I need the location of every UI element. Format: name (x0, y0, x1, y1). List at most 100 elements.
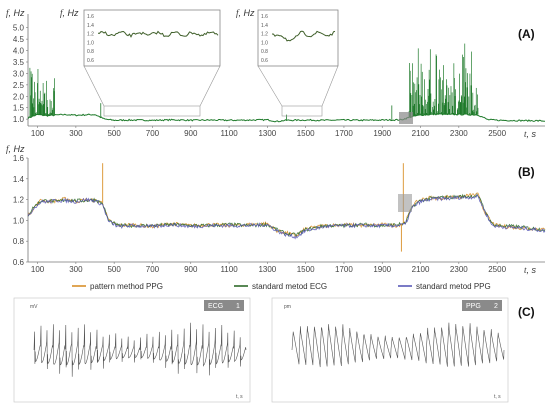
panel-a-xtick-label: 700 (146, 129, 160, 138)
panel-a-xtick-label: 900 (184, 129, 198, 138)
panel-b-xtick-label: 1300 (258, 265, 276, 274)
panel-a-ytick-label: 2.5 (13, 81, 25, 90)
inset-1-ytick-label: 1.4 (87, 23, 94, 29)
panel-b-xtick-label: 1100 (220, 265, 238, 274)
legend-label: pattern method PPG (90, 282, 163, 291)
subplot-ppg-xlabel: t, s (494, 394, 501, 400)
inset-1-ytick-label: 0.6 (87, 58, 94, 64)
panel-a-ytick-label: 3.5 (13, 58, 25, 67)
ppg-badge (462, 300, 502, 311)
panel-c-label: (C) (518, 305, 535, 319)
ppg-trace (291, 322, 505, 368)
zoom-marker-b2 (398, 194, 412, 212)
inset-1-ylabel: f, Hz (60, 8, 79, 18)
panel-a-ylabel: f, Hz (6, 8, 25, 18)
inset-1-connector-right (199, 65, 221, 107)
panel-a: f, Hz t, s (A) 1.0 1.5 2.0 2.5 3.0 3.5 4.0 4.5 5… (6, 8, 546, 139)
subplot-ppg-ylabel: pm (284, 304, 291, 310)
panel-b-xtick-label: 2500 (488, 265, 506, 274)
inset-1-ytick-label: 1.0 (87, 40, 94, 46)
panel-a-xtick-label: 500 (107, 129, 121, 138)
panel-b-ylabel: f, Hz (6, 144, 25, 154)
inset-2-connector-left (257, 65, 283, 107)
inset-2-ytick-label: 1.2 (261, 32, 268, 38)
ecg-badge (204, 300, 244, 311)
panel-c: (C) mV ECG 1 t, s pm PPG 2 t, s (13, 297, 535, 403)
panel-b-ytick-label: 1.6 (13, 154, 25, 163)
panel-a-xtick-label: 300 (69, 129, 83, 138)
inset-2-ytick-label: 1.0 (261, 40, 268, 46)
panel-a-xtick-label: 1300 (258, 129, 276, 138)
panel-b-ytick-label: 1.4 (13, 175, 25, 184)
subplot-ppg: pm PPG 2 t, s (271, 297, 509, 403)
zoom-marker-b (399, 112, 413, 124)
inset-2-connector-right (321, 65, 339, 107)
inset-2-ylabel: f, Hz (236, 8, 255, 18)
legend: pattern method PPG standard metod ECG stan… (72, 282, 491, 291)
panel-b-ytick-label: 0.8 (13, 237, 25, 246)
legend-label: standard metod PPG (416, 282, 491, 291)
panel-a-xtick-label: 100 (31, 129, 45, 138)
panel-a-ytick-label: 1.0 (13, 115, 25, 124)
panel-a-xtick-label: 1500 (297, 129, 315, 138)
ecg-badge-text: ECG (208, 303, 223, 310)
inset-2-series (271, 30, 336, 42)
inset-2-source (281, 105, 323, 117)
ppg-badge-num: 2 (494, 303, 498, 310)
panel-a-ytick-label: 2.0 (13, 92, 25, 101)
subplot-ecg-ylabel: mV (30, 304, 38, 310)
panel-a-series-ecg (27, 113, 546, 123)
subplot-ecg: mV ECG 1 t, s (13, 297, 251, 403)
panel-b-xtick-label: 2300 (450, 265, 468, 274)
ppg-badge-text: PPG (466, 303, 481, 310)
panel-b: f, Hz t, s (B) 0.6 0.8 1.0 1.2 1.4 1.6 100 300… (6, 144, 546, 275)
panel-b-ytick-label: 0.6 (13, 258, 25, 267)
panel-b-label: (B) (518, 165, 535, 179)
panel-b-ytick-label: 1.0 (13, 216, 25, 225)
panel-b-xtick-label: 700 (146, 265, 160, 274)
inset-2-ytick-label: 0.8 (261, 49, 268, 55)
panel-a-xtick-label: 1100 (220, 129, 238, 138)
panel-b-ytick-label: 1.2 (13, 196, 25, 205)
panel-a-ytick-label: 1.5 (13, 104, 25, 113)
inset-2-frame (257, 9, 339, 67)
panel-a-xtick-label: 2300 (450, 129, 468, 138)
panel-a-ytick-label: 5.0 (13, 24, 25, 33)
subplot-ppg-frame (271, 297, 509, 403)
inset-1-ytick-label: 0.8 (87, 49, 94, 55)
panel-b-series-2 (27, 193, 546, 240)
ecg-badge-num: 1 (236, 303, 240, 310)
inset-1-ytick-label: 1.2 (87, 32, 94, 38)
panel-b-xlabel: t, s (524, 265, 537, 275)
panel-a-xtick-label: 2500 (488, 129, 506, 138)
inset-1-connector-left (83, 65, 105, 107)
panel-b-xtick-label: 300 (69, 265, 83, 274)
panel-b-xtick-label: 900 (184, 265, 198, 274)
panel-b-xtick-label: 500 (107, 265, 121, 274)
subplot-ecg-frame (13, 297, 251, 403)
panel-a-xlabel: t, s (524, 129, 537, 139)
panel-b-series-0 (27, 192, 546, 238)
panel-a-ytick-label: 4.0 (13, 47, 25, 56)
panel-a-xtick-label: 2100 (412, 129, 430, 138)
inset-1-source (103, 105, 201, 117)
subplot-ecg-xlabel: t, s (236, 394, 243, 400)
panel-b-xtick-label: 1500 (297, 265, 315, 274)
panel-a-ytick-label: 4.5 (13, 35, 25, 44)
panel-b-xtick-label: 2100 (412, 265, 430, 274)
panel-a-ytick-label: 3.0 (13, 69, 25, 78)
inset-2-ytick-label: 1.4 (261, 23, 268, 29)
inset-1: f, Hz 1.6 1.4 1.2 1.0 0.8 0.6 (60, 8, 221, 117)
inset-2: f, Hz 1.6 1.4 1.2 1.0 0.8 0.6 (236, 8, 339, 117)
panel-b-xtick-label: 1900 (373, 265, 391, 274)
panel-b-xtick-label: 1700 (335, 265, 353, 274)
panel-b-series-1 (27, 193, 546, 238)
inset-2-ytick-label: 0.6 (261, 58, 268, 64)
panel-b-xtick-label: 100 (31, 265, 45, 274)
inset-2-ytick-label: 1.6 (261, 14, 268, 20)
panel-a-xtick-label: 1900 (373, 129, 391, 138)
ecg-trace (33, 322, 247, 377)
inset-1-ytick-label: 1.6 (87, 14, 94, 20)
panel-a-label: (A) (518, 27, 535, 41)
